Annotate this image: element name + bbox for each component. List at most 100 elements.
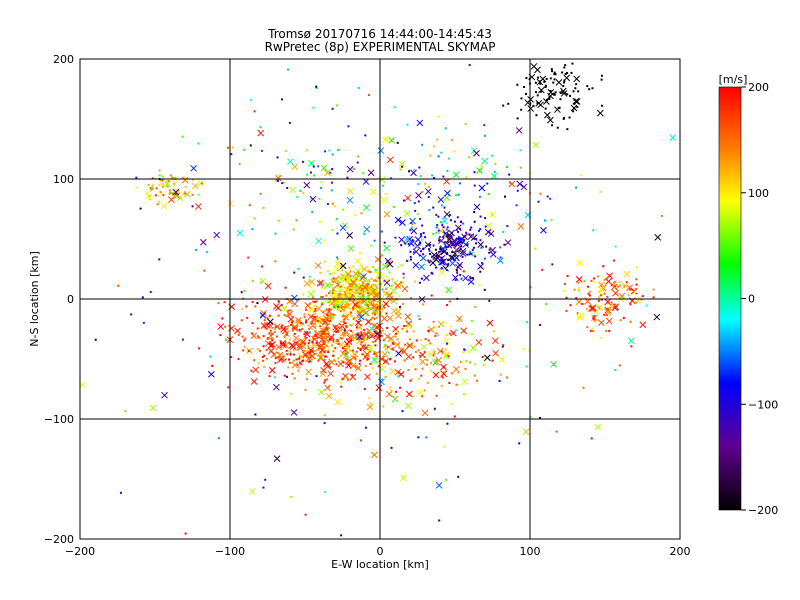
- data-point-dot: [421, 224, 424, 227]
- data-point-dot: [344, 278, 347, 281]
- data-point-dot: [289, 361, 292, 364]
- data-point-dot: [410, 378, 413, 381]
- data-point-dot: [141, 296, 144, 299]
- data-point-x: [455, 263, 462, 271]
- data-point-dot: [374, 309, 377, 312]
- data-point-x: [597, 319, 605, 327]
- data-point-dot: [130, 313, 133, 316]
- data-point-x: [337, 285, 344, 293]
- data-point-x: [547, 116, 554, 124]
- data-point-x: [573, 75, 581, 83]
- data-point-dot: [431, 272, 434, 275]
- data-point-dot: [449, 325, 452, 328]
- data-point-x: [359, 331, 366, 339]
- data-point-dot: [369, 362, 372, 365]
- data-point-dot: [260, 149, 263, 152]
- data-point-dot: [292, 228, 295, 231]
- data-point-x: [540, 226, 547, 234]
- data-point-x: [384, 257, 392, 265]
- data-point-x: [476, 167, 483, 174]
- data-point-dot: [506, 225, 509, 228]
- data-point-dot: [315, 300, 318, 303]
- data-point-dot: [381, 254, 384, 257]
- data-point-dot: [349, 270, 352, 273]
- data-point-dot: [221, 317, 224, 320]
- data-point-x: [412, 261, 420, 269]
- data-point-dot: [430, 294, 433, 297]
- data-point-dot: [366, 296, 369, 299]
- data-point-dot: [334, 359, 337, 362]
- data-point-x: [432, 359, 439, 366]
- data-point-dot: [395, 330, 398, 333]
- data-point-dot: [253, 217, 256, 220]
- data-point-x: [424, 188, 432, 195]
- data-point-dot: [374, 344, 377, 347]
- data-point-dot: [434, 248, 437, 251]
- data-point-dot: [345, 326, 348, 329]
- data-point-dot: [409, 250, 412, 253]
- data-point-x: [356, 333, 363, 341]
- data-point-dot: [344, 322, 347, 325]
- data-point-x: [612, 289, 619, 297]
- data-point-dot: [546, 195, 549, 198]
- data-point-dot: [276, 156, 279, 159]
- data-point-dot: [394, 236, 397, 239]
- data-point-dot: [274, 260, 277, 263]
- data-point-dot: [354, 214, 357, 217]
- data-point-dot: [473, 220, 476, 223]
- data-point-dot: [427, 185, 430, 188]
- data-point-dot: [449, 219, 452, 222]
- data-point-dot: [440, 385, 443, 388]
- data-point-dot: [456, 230, 459, 233]
- data-point-dot: [380, 331, 383, 334]
- data-point-dot: [391, 347, 394, 350]
- data-point-dot: [169, 191, 172, 194]
- data-point-x: [217, 323, 224, 330]
- data-point-dot: [550, 68, 553, 71]
- data-point-x: [324, 384, 331, 392]
- data-point-dot: [307, 353, 310, 356]
- data-point-dot: [301, 328, 304, 331]
- data-point-dot: [372, 341, 375, 344]
- data-point-dot: [302, 293, 305, 296]
- data-point-x: [395, 350, 402, 357]
- data-point-dot: [367, 270, 370, 273]
- chart-subtitle: RwPretec (8p) EXPERIMENTAL SKYMAP: [265, 40, 496, 54]
- data-point-dot: [375, 354, 378, 357]
- data-point-dot: [606, 307, 609, 310]
- data-point-x: [398, 236, 405, 244]
- data-point-dot: [577, 287, 580, 290]
- data-point-dot: [607, 306, 610, 309]
- data-point-dot: [580, 173, 583, 176]
- data-point-dot: [315, 341, 318, 344]
- data-point-dot: [369, 299, 372, 302]
- data-point-dot: [327, 349, 330, 352]
- data-point-dot: [493, 170, 496, 173]
- data-point-dot: [571, 62, 574, 65]
- data-point-dot: [583, 279, 586, 282]
- data-point-dot: [374, 340, 377, 343]
- data-point-dot: [352, 323, 355, 326]
- data-point-dot: [378, 350, 381, 353]
- data-point-dot: [372, 288, 375, 291]
- data-point-dot: [499, 256, 502, 259]
- data-point-dot: [312, 342, 315, 345]
- data-point-dot: [169, 174, 172, 177]
- data-point-x: [406, 342, 414, 349]
- data-point-dot: [428, 243, 431, 246]
- data-point-dot: [314, 312, 317, 315]
- data-point-dot: [442, 445, 445, 448]
- data-point-x: [405, 320, 413, 328]
- data-point-dot: [283, 314, 286, 317]
- data-point-dot: [242, 349, 245, 352]
- data-point-dot: [422, 253, 425, 256]
- data-point-dot: [358, 362, 361, 365]
- data-point-dot: [545, 77, 548, 80]
- data-point-dot: [443, 232, 446, 235]
- data-point-dot: [288, 350, 291, 353]
- data-point-dot: [550, 124, 553, 127]
- data-point-dot: [447, 262, 450, 265]
- data-point-dot: [298, 328, 301, 331]
- data-point-dot: [444, 243, 447, 246]
- data-point-dot: [562, 81, 565, 84]
